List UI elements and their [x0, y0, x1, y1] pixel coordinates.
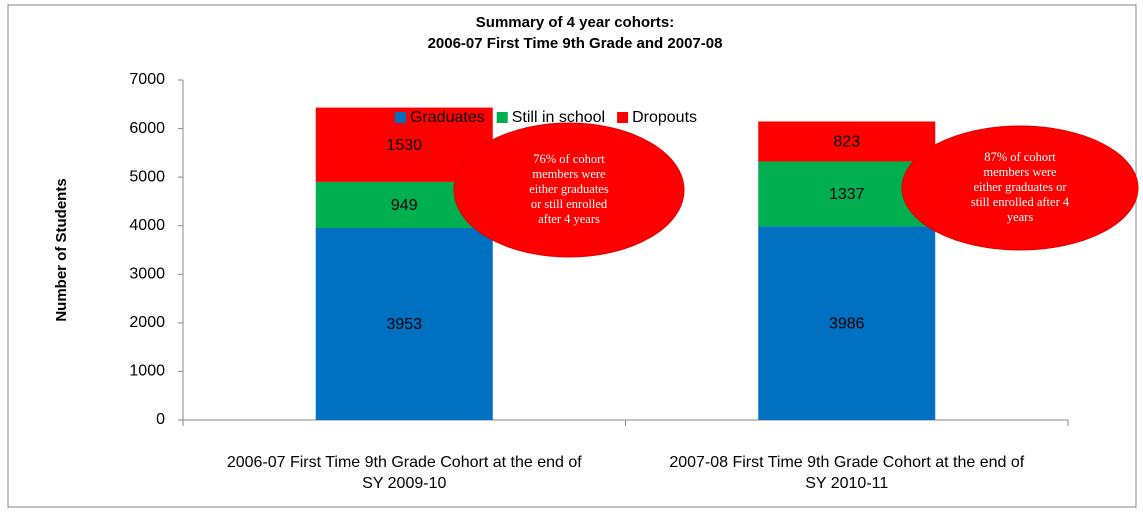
annotation-text: members were [532, 167, 606, 181]
legend-swatch [395, 112, 406, 123]
chart-title: Summary of 4 year cohorts: [476, 14, 674, 31]
annotation-text: years [1007, 210, 1034, 224]
y-tick-label: 2000 [129, 314, 165, 331]
x-tick-label: SY 2009-10 [362, 475, 446, 492]
annotation-ellipse [453, 122, 685, 258]
legend-label: Dropouts [632, 109, 697, 126]
y-tick-label: 4000 [129, 217, 165, 234]
bar-segment [758, 121, 936, 162]
annotation-text: or still enrolled [531, 197, 608, 211]
y-tick-label: 0 [156, 411, 165, 428]
annotation-ellipse [901, 125, 1139, 251]
bar-segment [315, 227, 493, 420]
annotation-text: 87% of cohort [984, 150, 1056, 164]
legend-label: Still in school [512, 109, 605, 126]
y-tick-label: 5000 [129, 168, 165, 185]
data-label: 1530 [386, 137, 422, 154]
data-label: 949 [391, 197, 418, 214]
data-label: 3953 [386, 316, 422, 333]
x-tick-label: 2007-08 First Time 9th Grade Cohort at t… [669, 454, 1024, 471]
annotation-text: still enrolled after 4 [971, 195, 1070, 209]
x-tick-label: 2006-07 First Time 9th Grade Cohort at t… [227, 454, 582, 471]
legend-swatch [496, 112, 508, 123]
legend-label: Graduates [410, 109, 485, 126]
y-tick-label: 7000 [129, 71, 165, 88]
x-tick-label: SY 2010-11 [805, 475, 888, 492]
y-tick-label: 6000 [129, 120, 165, 137]
bar-segment [758, 226, 936, 420]
annotation-text: after 4 years [538, 212, 600, 226]
y-axis-label: Number of Students [53, 178, 70, 321]
y-tick-label: 3000 [129, 266, 165, 283]
annotation-text: either graduates or [973, 180, 1067, 194]
y-tick-label: 1000 [129, 363, 165, 380]
data-label: 823 [833, 134, 860, 151]
annotation-text: members were [983, 165, 1057, 179]
data-label: 3986 [829, 315, 865, 332]
legend-swatch [617, 112, 629, 123]
data-label: 1337 [829, 186, 865, 203]
annotation-text: either graduates [529, 182, 609, 196]
chart-title: 2006-07 First Time 9th Grade and 2007-08 [428, 35, 723, 52]
annotation-text: 76% of cohort [533, 152, 605, 166]
